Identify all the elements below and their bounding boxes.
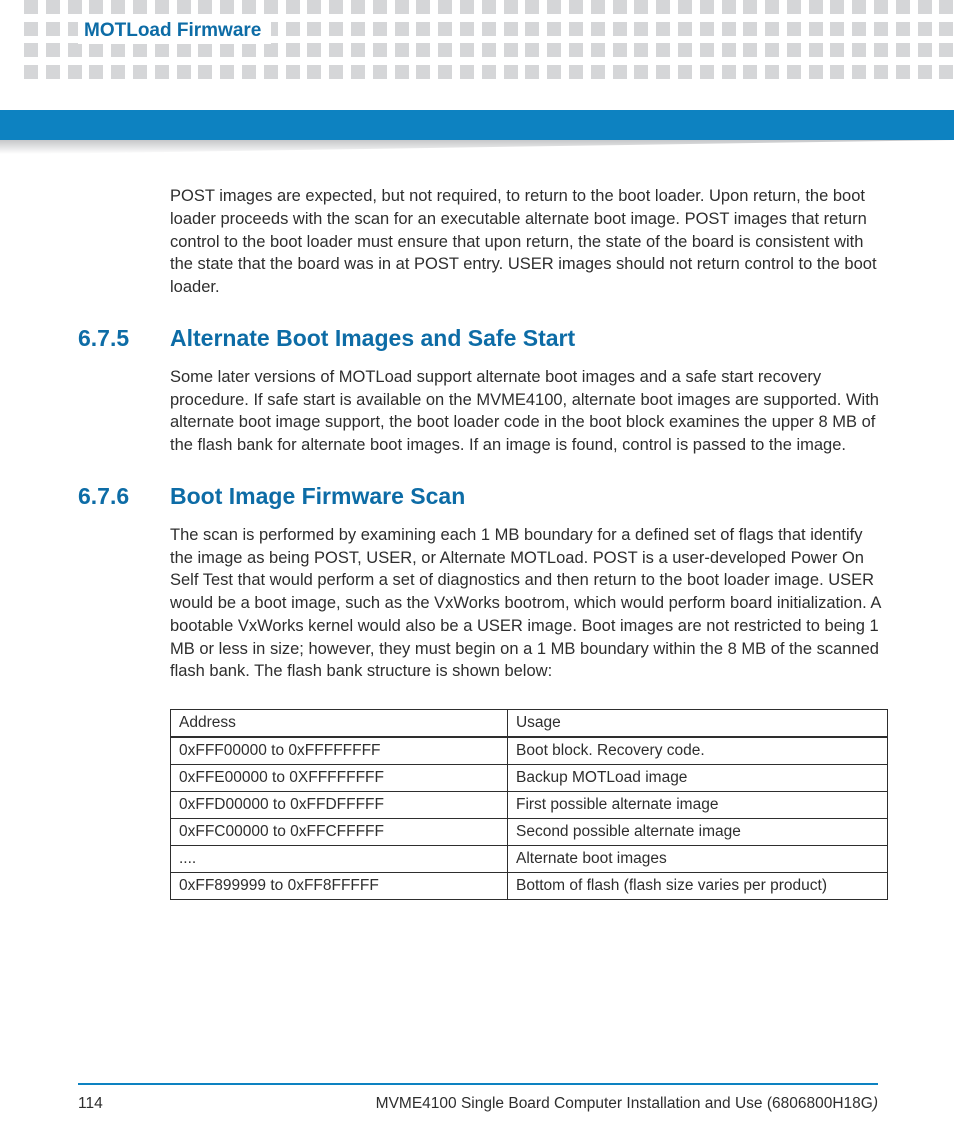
section-heading-676: 6.7.6 Boot Image Firmware Scan bbox=[78, 483, 888, 510]
table-row: 0xFFE00000 to 0XFFFFFFFFBackup MOTLoad i… bbox=[171, 765, 888, 792]
section-heading-675: 6.7.5 Alternate Boot Images and Safe Sta… bbox=[78, 325, 888, 352]
table-cell: 0xFFC00000 to 0xFFCFFFFF bbox=[171, 819, 508, 846]
table-row: 0xFFC00000 to 0xFFCFFFFFSecond possible … bbox=[171, 819, 888, 846]
table-row: 0xFFD00000 to 0xFFDFFFFFFirst possible a… bbox=[171, 792, 888, 819]
table-row: 0xFFF00000 to 0xFFFFFFFFBoot block. Reco… bbox=[171, 737, 888, 765]
section-title: Boot Image Firmware Scan bbox=[170, 483, 465, 510]
intro-paragraph: POST images are expected, but not requir… bbox=[170, 185, 888, 299]
section-number: 6.7.6 bbox=[78, 483, 170, 510]
header-grey-wedge bbox=[0, 140, 954, 154]
table-row: 0xFF899999 to 0xFF8FFFFFBottom of flash … bbox=[171, 873, 888, 900]
table-cell: First possible alternate image bbox=[507, 792, 887, 819]
table-cell: 0xFFD00000 to 0xFFDFFFFF bbox=[171, 792, 508, 819]
section-number: 6.7.5 bbox=[78, 325, 170, 352]
table-cell: 0xFFE00000 to 0XFFFFFFFF bbox=[171, 765, 508, 792]
table-cell: Alternate boot images bbox=[507, 846, 887, 873]
doc-title-main: MVME4100 Single Board Computer Installat… bbox=[376, 1095, 873, 1112]
table-cell: 0xFFF00000 to 0xFFFFFFFF bbox=[171, 737, 508, 765]
flash-table-body: 0xFFF00000 to 0xFFFFFFFFBoot block. Reco… bbox=[171, 737, 888, 900]
chapter-title: MOTLoad Firmware bbox=[84, 20, 261, 41]
table-cell: .... bbox=[171, 846, 508, 873]
content-area: POST images are expected, but not requir… bbox=[170, 185, 888, 900]
table-cell: Second possible alternate image bbox=[507, 819, 887, 846]
header-blue-bar bbox=[0, 110, 954, 140]
table-cell: Backup MOTLoad image bbox=[507, 765, 887, 792]
section-body-675: Some later versions of MOTLoad support a… bbox=[170, 366, 888, 457]
section-title: Alternate Boot Images and Safe Start bbox=[170, 325, 575, 352]
doc-title-close-paren: ) bbox=[873, 1095, 878, 1112]
table-header-usage: Usage bbox=[507, 710, 887, 738]
section-body-676: The scan is performed by examining each … bbox=[170, 524, 888, 683]
flash-bank-table: Address Usage 0xFFF00000 to 0xFFFFFFFFBo… bbox=[170, 709, 888, 900]
table-cell: Boot block. Recovery code. bbox=[507, 737, 887, 765]
header-title-box: MOTLoad Firmware bbox=[78, 18, 271, 44]
table-cell: Bottom of flash (flash size varies per p… bbox=[507, 873, 887, 900]
page-footer: 114 MVME4100 Single Board Computer Insta… bbox=[78, 1083, 878, 1113]
table-header-row: Address Usage bbox=[171, 710, 888, 738]
doc-title: MVME4100 Single Board Computer Installat… bbox=[376, 1095, 878, 1113]
table-row: ....Alternate boot images bbox=[171, 846, 888, 873]
page-number: 114 bbox=[78, 1095, 103, 1113]
table-cell: 0xFF899999 to 0xFF8FFFFF bbox=[171, 873, 508, 900]
table-header-address: Address bbox=[171, 710, 508, 738]
